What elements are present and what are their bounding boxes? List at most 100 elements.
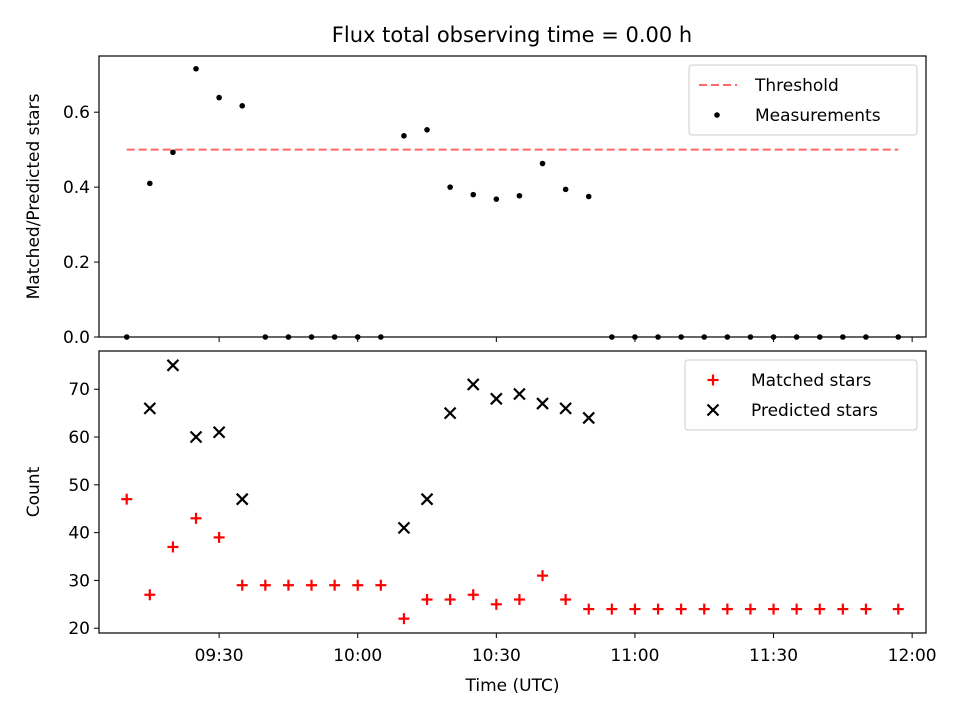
- data-point-b: [235, 492, 249, 506]
- data-point: [352, 579, 364, 591]
- data-point: [536, 397, 549, 410]
- x-tick-label: 09:30: [195, 646, 244, 666]
- data-point: [493, 196, 500, 202]
- data-point-b: [582, 411, 596, 425]
- data-point: [678, 334, 684, 340]
- y-axis-label: Count: [24, 466, 44, 517]
- data-point: [354, 334, 361, 340]
- y-tick-label: 60: [68, 428, 90, 448]
- data-point: [190, 512, 202, 524]
- data-point: [144, 589, 156, 601]
- plot-frame: [98, 55, 927, 338]
- data-point-b: [559, 402, 572, 415]
- legend-label: Predicted stars: [751, 401, 878, 421]
- data-point: [606, 603, 618, 615]
- data-point: [216, 94, 222, 101]
- data-point: [816, 334, 823, 340]
- data-point: [444, 594, 456, 606]
- data-point: [701, 334, 708, 340]
- data-point: [582, 411, 596, 425]
- data-point: [424, 127, 430, 133]
- data-point: [629, 603, 641, 615]
- y-tick-label: 50: [68, 476, 90, 496]
- data-point: [466, 378, 480, 391]
- x-axis-label: Time (UTC): [465, 676, 560, 696]
- data-point: [562, 186, 569, 193]
- data-point: [212, 425, 226, 439]
- data-point: [863, 334, 869, 340]
- data-point: [814, 603, 826, 615]
- data-point: [770, 334, 777, 340]
- data-point: [892, 603, 904, 615]
- data-point: [840, 334, 846, 340]
- data-point: [470, 191, 477, 198]
- data-point: [308, 334, 315, 340]
- y-tick-label: 0.0: [63, 328, 90, 348]
- data-point-b: [189, 430, 203, 444]
- legend-marker: [707, 374, 719, 386]
- data-point: [724, 334, 731, 340]
- x-tick-label: 11:30: [749, 646, 798, 666]
- data-point: [609, 334, 615, 340]
- y-tick-label: 30: [68, 571, 90, 591]
- data-point: [583, 603, 595, 615]
- data-point: [632, 334, 638, 340]
- data-point: [652, 603, 664, 615]
- data-point: [239, 103, 246, 109]
- data-point-b: [466, 378, 480, 391]
- top-panel-ratio: 0.0 0.2 0.4 0.6 Matched/Predicted stars Thres…: [24, 55, 927, 348]
- data-point: [513, 387, 526, 401]
- data-point: [537, 570, 549, 582]
- data-point: [560, 594, 572, 606]
- data-point-b: [536, 397, 549, 410]
- y-tick-label: 0.2: [63, 253, 90, 273]
- legend-label: Matched stars: [751, 371, 871, 391]
- legend: Matched stars Predicted stars: [684, 359, 918, 431]
- legend-box: [684, 359, 918, 431]
- data-point-b: [513, 387, 526, 401]
- legend-marker: [714, 112, 720, 118]
- y-tick-label: 0.4: [63, 178, 90, 198]
- data-point: [236, 579, 248, 591]
- data-point: [329, 579, 341, 591]
- data-point: [860, 603, 872, 615]
- data-point: [282, 579, 294, 591]
- legend-label: Threshold: [754, 76, 839, 96]
- data-point: [397, 521, 411, 535]
- data-point: [675, 603, 687, 615]
- data-point: [285, 334, 292, 340]
- data-point: [490, 392, 503, 406]
- y-tick-label: 40: [68, 524, 90, 544]
- data-point: [793, 334, 800, 340]
- x-tick-label: 12:00: [888, 646, 937, 666]
- data-point: [235, 492, 249, 506]
- data-point: [306, 579, 318, 591]
- data-point-b: [143, 402, 157, 415]
- data-point: [170, 149, 176, 156]
- data-point: [193, 65, 199, 72]
- data-point-b: [166, 359, 180, 372]
- legend-label: Measurements: [755, 106, 881, 126]
- data-point: [837, 603, 849, 615]
- data-point: [375, 579, 387, 591]
- legend-marker: [706, 403, 720, 417]
- data-point: [490, 598, 502, 610]
- data-point-b: [212, 425, 226, 439]
- data-point: [189, 430, 203, 444]
- data-point: [768, 603, 780, 615]
- data-point: [331, 334, 338, 340]
- data-point: [398, 613, 410, 625]
- legend: Threshold Measurements: [688, 64, 918, 136]
- data-point: [121, 493, 133, 505]
- data-point: [467, 589, 479, 601]
- bottom-panel-counts: 20 30 40 50 60 70 09:30 10:00 10:30 11:00 11:30 12:…: [24, 350, 937, 696]
- data-point: [559, 402, 572, 415]
- x-tick-label: 10:30: [472, 646, 521, 666]
- data-point: [166, 359, 180, 372]
- data-point: [143, 402, 157, 415]
- data-point-b: [443, 406, 457, 420]
- data-point-b: [397, 521, 411, 535]
- data-point-b: [420, 492, 434, 506]
- data-point: [447, 184, 453, 190]
- data-point: [378, 334, 384, 340]
